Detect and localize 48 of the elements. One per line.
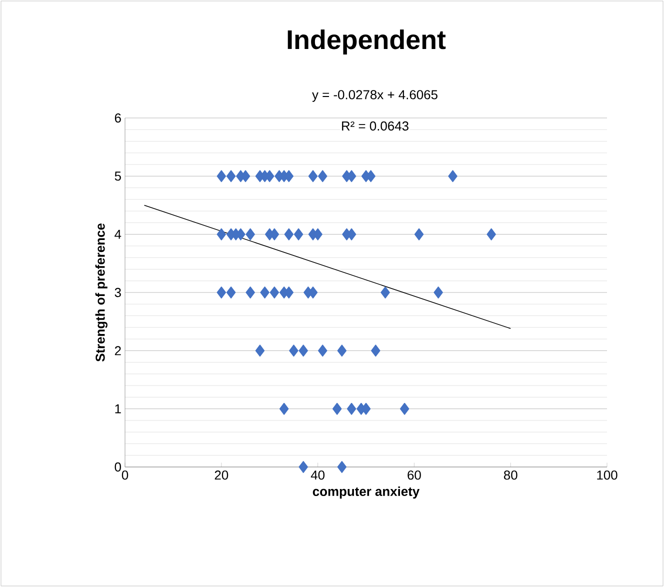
- point: [337, 461, 347, 473]
- x-tick-label: 80: [504, 470, 518, 480]
- point: [216, 286, 226, 298]
- point: [279, 402, 289, 415]
- point: [318, 344, 328, 357]
- point: [270, 286, 280, 298]
- point: [337, 344, 347, 357]
- x-tick-label: 20: [214, 470, 228, 480]
- point: [216, 170, 226, 182]
- point: [308, 170, 318, 182]
- x-tick-label: 40: [310, 470, 325, 480]
- point: [332, 402, 342, 415]
- point: [255, 344, 265, 357]
- point: [284, 228, 294, 240]
- point: [400, 402, 410, 415]
- point: [486, 228, 496, 240]
- y-tick-label: 5: [114, 172, 121, 181]
- x-tick-label: 0: [122, 470, 128, 480]
- point: [246, 286, 255, 298]
- point: [380, 286, 390, 298]
- point: [216, 228, 226, 240]
- text: y = -0.0278x + 4.6065: [312, 90, 438, 102]
- y-tick-label: 1: [115, 404, 121, 414]
- point: [318, 170, 328, 182]
- point: [298, 461, 308, 473]
- point: [414, 228, 424, 240]
- y-tick-label: 4: [114, 230, 122, 239]
- point: [289, 344, 298, 357]
- point: [371, 344, 380, 357]
- point: [448, 170, 458, 182]
- point: [434, 286, 443, 298]
- y-tick-label: 2: [114, 346, 121, 356]
- chart-title: Independent: [288, 29, 446, 55]
- point: [260, 286, 270, 298]
- point: [294, 228, 304, 240]
- y-tick-label: 0: [114, 462, 121, 472]
- x-tick-label: 100: [597, 470, 618, 480]
- point: [226, 286, 236, 298]
- point: [226, 170, 236, 182]
- y-tick-label: 6: [114, 113, 121, 123]
- x-axis-title: computer anxiety: [312, 486, 420, 499]
- x-tick-label: 60: [408, 470, 421, 480]
- point: [298, 344, 308, 357]
- point: [246, 228, 255, 240]
- annotation: R² = 0.0643: [342, 121, 408, 131]
- y-tick-label: 3: [114, 288, 121, 298]
- y-axis-title: Strength of preference: [95, 223, 108, 362]
- point: [346, 402, 356, 415]
